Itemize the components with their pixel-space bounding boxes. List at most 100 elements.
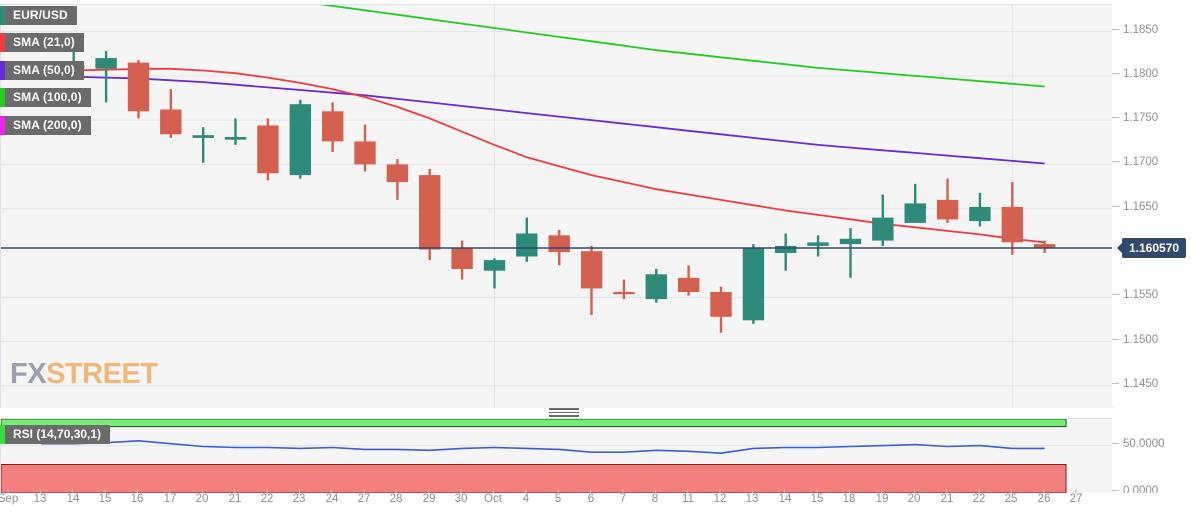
candlestick: [969, 192, 991, 227]
price-plot: [1, 5, 1113, 408]
candlestick: [710, 286, 732, 333]
candle-body: [419, 175, 441, 250]
legend-item-sma50[interactable]: SMA (50,0): [0, 61, 84, 80]
x-tick-label: 29: [422, 493, 436, 505]
candle-body: [742, 247, 765, 321]
legend-swatch-symbol: [0, 6, 5, 25]
legend-item-sma21[interactable]: SMA (21,0): [0, 33, 84, 52]
legend-swatch-sma21: [0, 33, 5, 52]
rsi-overbought-band: [1, 419, 1067, 428]
x-tick-label: 22: [260, 493, 274, 505]
x-tick-label: 24: [325, 493, 339, 505]
candle-body: [192, 135, 214, 138]
legend-swatch-sma100: [0, 88, 5, 107]
legend-item-rsi[interactable]: RSI (14,70,30,1): [0, 425, 111, 444]
candlestick: [451, 240, 473, 280]
x-tick-label: 21: [228, 493, 242, 505]
candle-body: [969, 206, 991, 222]
x-tick-label: 18: [842, 493, 856, 505]
candle-body: [548, 235, 570, 253]
candle-body: [127, 62, 150, 112]
x-axis[interactable]: Sep 13 14 15 16 17 20 21 22 23 24 27 28 29 30 Oct 4 5 6 7 8 1…: [0, 489, 1194, 513]
candlestick: [419, 168, 441, 261]
candlestick: [224, 118, 247, 145]
panel-resize-handle[interactable]: [549, 408, 579, 417]
legend-swatch-sma50: [0, 61, 5, 80]
candlestick: [516, 217, 538, 262]
rsi-plot: [1, 419, 1113, 493]
x-tick-label: 21: [940, 493, 954, 505]
x-tick-label: Oct: [484, 493, 502, 505]
candle-body: [872, 217, 894, 241]
x-tick-label: Sep: [0, 493, 19, 505]
x-tick-label: 25: [1004, 493, 1018, 505]
watermark-street: STREET: [46, 358, 158, 390]
candle-body: [839, 238, 862, 245]
x-tick-label: 4: [522, 493, 530, 505]
candle-body: [904, 203, 926, 223]
legend-item-sma200[interactable]: SMA (200,0): [0, 116, 91, 135]
x-tick-label: 11: [682, 493, 694, 505]
candle-body: [322, 111, 344, 142]
candlestick: [354, 124, 376, 172]
sma-line: [41, 75, 1045, 165]
x-tick-label: 15: [98, 493, 112, 505]
x-tick-label: 5: [554, 493, 562, 505]
candlestick: [839, 228, 862, 278]
candlestick: [289, 99, 311, 179]
candle-body: [257, 125, 279, 174]
sma-line: [41, 67, 1045, 244]
price-chart-panel[interactable]: [0, 4, 1114, 408]
x-tick-label: 27: [357, 493, 371, 505]
candlestick: [904, 183, 926, 223]
price-tick-label: 1.1700: [1112, 156, 1158, 168]
x-tick-label: 14: [66, 493, 80, 505]
legend-label-symbol: EUR/USD: [5, 6, 77, 25]
legend-swatch-sma200: [0, 116, 5, 135]
candle-body: [1001, 206, 1023, 243]
price-tick-label: 1.1850: [1112, 24, 1158, 36]
candle-body: [516, 233, 538, 257]
x-tick-label: 28: [389, 493, 403, 505]
price-tick-label: 1.1650: [1112, 201, 1158, 213]
candlestick: [95, 51, 117, 103]
rsi-chart-panel[interactable]: [0, 418, 1114, 493]
x-tick-label: 20: [907, 493, 921, 505]
x-tick-label: 8: [651, 493, 659, 505]
candlestick: [645, 268, 667, 303]
candlestick: [936, 178, 959, 223]
legend-item-sma100[interactable]: SMA (100,0): [0, 88, 91, 107]
legend-label-sma100: SMA (100,0): [5, 88, 91, 107]
x-tick-label: 13: [745, 493, 759, 505]
x-tick-label: 7: [619, 493, 627, 505]
rsi-tick-label: 50.0000: [1112, 438, 1165, 450]
candle-body: [775, 245, 797, 253]
x-tick-label: 14: [778, 493, 792, 505]
x-tick-label: 6: [587, 493, 595, 505]
price-tick-label: 1.1550: [1112, 289, 1158, 301]
watermark-fx: FX: [10, 358, 47, 390]
x-tick-label: 15: [810, 493, 824, 505]
candlestick: [613, 279, 635, 300]
candlestick: [807, 235, 829, 257]
candlestick: [160, 89, 182, 138]
rsi-y-axis[interactable]: 50.0000 0.0000: [1112, 418, 1194, 497]
candlestick: [322, 102, 344, 152]
price-tick-label: 1.1800: [1112, 68, 1158, 80]
candle-body: [95, 58, 117, 69]
x-tick-label: 26: [1037, 493, 1051, 505]
candle-body: [354, 141, 376, 165]
candlestick: [678, 265, 700, 296]
candle-body: [710, 292, 732, 317]
rsi-oversold-band: [1, 464, 1067, 493]
candle-body: [580, 251, 603, 289]
candle-body: [678, 277, 700, 292]
candlestick: [775, 233, 797, 271]
legend-swatch-rsi: [0, 425, 5, 444]
x-tick-label: 13: [33, 493, 47, 505]
candle-body: [807, 242, 829, 246]
x-tick-label: 22: [972, 493, 986, 505]
legend-item-symbol[interactable]: EUR/USD: [0, 6, 77, 25]
x-tick-label: 30: [454, 493, 468, 505]
price-y-axis[interactable]: 1.1850 1.1800 1.1750 1.1700 1.1650 1.1550 1.15…: [1112, 4, 1194, 407]
